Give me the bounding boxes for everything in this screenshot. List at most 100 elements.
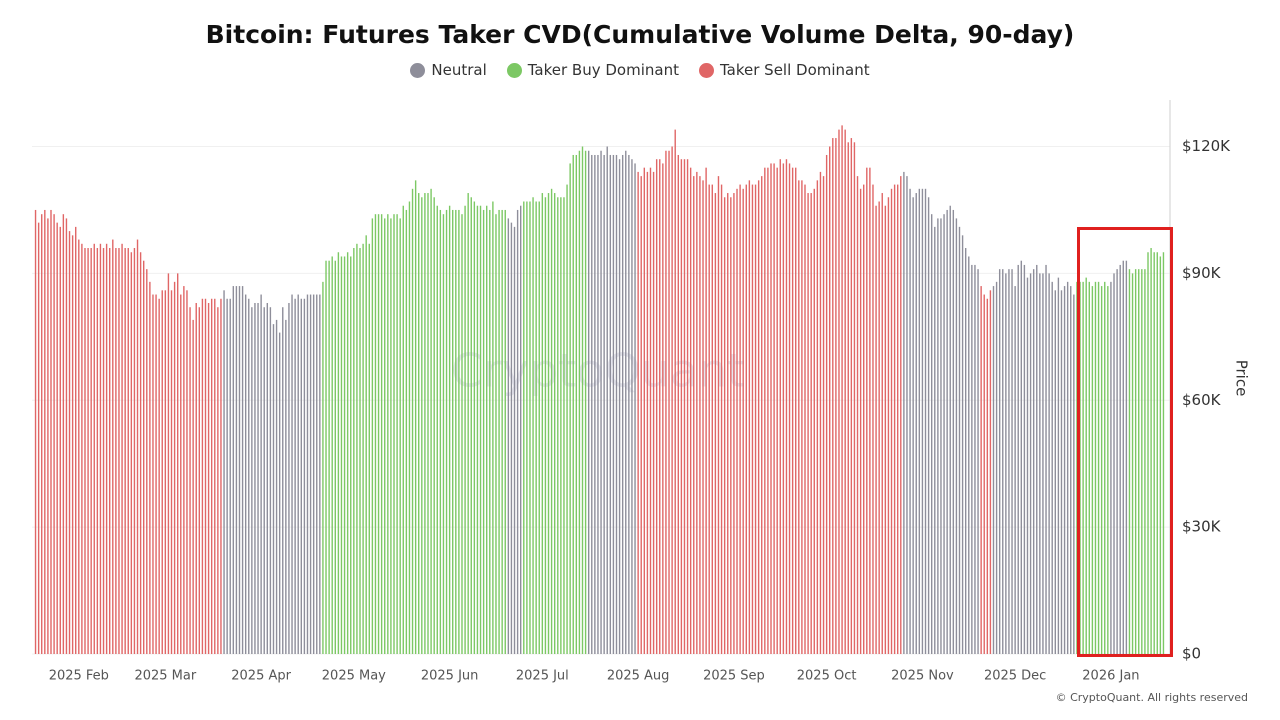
bar bbox=[912, 197, 914, 654]
bar bbox=[1094, 281, 1097, 654]
legend-swatch bbox=[410, 62, 426, 78]
bar bbox=[575, 154, 578, 654]
bar bbox=[176, 273, 179, 654]
bar bbox=[924, 188, 927, 655]
bar bbox=[544, 197, 547, 654]
legend-item: Taker Sell Dominant bbox=[698, 61, 870, 79]
bar bbox=[946, 209, 948, 654]
bar bbox=[1159, 256, 1162, 654]
bar bbox=[699, 176, 701, 654]
x-tick-label: 2025 May bbox=[322, 669, 386, 684]
bar bbox=[1002, 269, 1004, 654]
bar bbox=[952, 209, 955, 654]
bar bbox=[282, 307, 284, 654]
bar bbox=[455, 209, 457, 654]
x-tick-label: 2025 Nov bbox=[891, 669, 954, 684]
bar bbox=[677, 154, 679, 654]
bar bbox=[334, 260, 336, 654]
bar bbox=[269, 307, 272, 654]
bar bbox=[467, 193, 469, 655]
bar bbox=[84, 248, 86, 655]
bar bbox=[535, 201, 537, 654]
bar bbox=[445, 209, 448, 654]
bar bbox=[495, 214, 497, 654]
bar bbox=[612, 154, 615, 654]
bar bbox=[504, 209, 506, 654]
bar bbox=[170, 290, 173, 654]
bar bbox=[1017, 264, 1019, 654]
bar bbox=[68, 231, 71, 654]
chart-title: Bitcoin: Futures Taker CVD(Cumulative Vo… bbox=[205, 20, 1075, 49]
bar bbox=[955, 218, 958, 654]
bar bbox=[597, 154, 599, 654]
bar bbox=[331, 256, 333, 654]
bar bbox=[183, 286, 185, 654]
bar bbox=[566, 184, 568, 655]
bar bbox=[1008, 269, 1010, 654]
bar bbox=[900, 176, 902, 654]
bar bbox=[275, 319, 278, 654]
bar bbox=[643, 167, 646, 654]
bar bbox=[1104, 281, 1106, 654]
bar bbox=[844, 129, 846, 655]
bar bbox=[408, 201, 411, 654]
bar bbox=[819, 171, 822, 654]
bar bbox=[723, 197, 726, 654]
bar bbox=[674, 129, 676, 655]
bar bbox=[90, 248, 92, 655]
bar bbox=[785, 159, 788, 654]
bar bbox=[1119, 264, 1121, 654]
credit: © CryptoQuant. All rights reserved bbox=[1056, 691, 1248, 704]
bar bbox=[207, 302, 210, 654]
bar bbox=[634, 163, 636, 654]
bar bbox=[133, 248, 136, 655]
bar bbox=[625, 150, 627, 654]
bar bbox=[801, 180, 803, 655]
bar bbox=[136, 239, 139, 654]
bar bbox=[155, 294, 157, 654]
bar bbox=[59, 226, 61, 654]
bar bbox=[1051, 281, 1053, 654]
bar bbox=[1032, 269, 1035, 654]
bar bbox=[251, 307, 253, 654]
bar bbox=[263, 307, 265, 654]
bar bbox=[745, 184, 747, 655]
bar bbox=[396, 214, 398, 654]
bar bbox=[201, 298, 204, 654]
bar bbox=[665, 150, 667, 654]
bar bbox=[587, 150, 590, 654]
bar bbox=[359, 248, 361, 655]
bar bbox=[115, 248, 117, 655]
bar bbox=[992, 286, 995, 654]
bar bbox=[1128, 269, 1131, 654]
x-tick-label: 2025 Jul bbox=[516, 669, 569, 684]
x-tick-label: 2025 Apr bbox=[231, 669, 291, 684]
bar bbox=[161, 290, 163, 654]
bar bbox=[300, 298, 302, 654]
bar bbox=[390, 218, 392, 654]
bar bbox=[353, 248, 355, 655]
bar bbox=[980, 286, 982, 654]
bar bbox=[486, 205, 488, 654]
bar bbox=[1060, 290, 1063, 654]
bar bbox=[1107, 286, 1109, 654]
bar bbox=[1039, 273, 1041, 654]
bar bbox=[1042, 273, 1044, 654]
bar bbox=[220, 298, 222, 654]
bar bbox=[146, 269, 148, 654]
bar bbox=[1113, 273, 1115, 654]
bar bbox=[513, 226, 516, 654]
bar bbox=[584, 150, 587, 654]
bar bbox=[319, 294, 321, 654]
bar bbox=[421, 197, 423, 654]
bar bbox=[1063, 286, 1066, 654]
bar bbox=[105, 243, 108, 654]
bar bbox=[418, 193, 420, 655]
bar bbox=[139, 252, 142, 655]
bar bbox=[260, 294, 262, 654]
bar bbox=[909, 188, 911, 655]
bar bbox=[78, 239, 80, 654]
bar bbox=[798, 180, 800, 655]
bar bbox=[244, 294, 247, 654]
